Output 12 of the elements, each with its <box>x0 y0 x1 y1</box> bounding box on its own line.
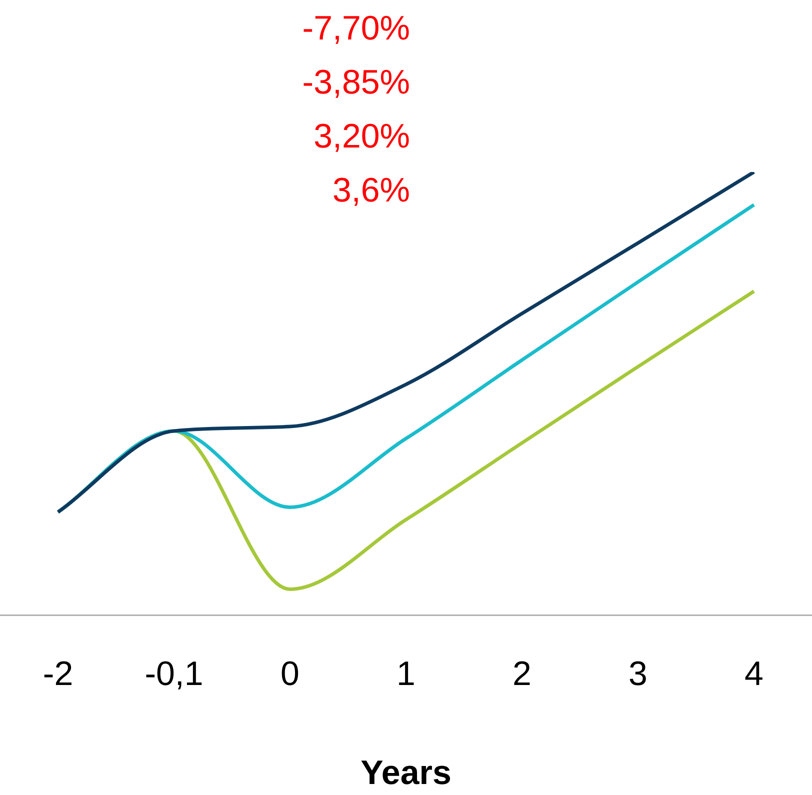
annotation: 3,6% <box>332 171 410 210</box>
text: 3,20% <box>314 117 410 156</box>
x-tick-label: 2 <box>512 655 532 694</box>
x-tick-label: 0 <box>280 655 300 694</box>
x-tick-label: -0,1 <box>144 655 204 694</box>
text: -7,70% <box>302 9 410 48</box>
text: -3,85% <box>302 63 410 102</box>
x-tick-label: 3 <box>628 655 648 694</box>
x-axis-title: Years <box>360 754 452 792</box>
x-tick-label: 1 <box>396 655 416 694</box>
x-tick-label: -2 <box>42 655 74 694</box>
x-tick-label: 4 <box>744 655 764 694</box>
